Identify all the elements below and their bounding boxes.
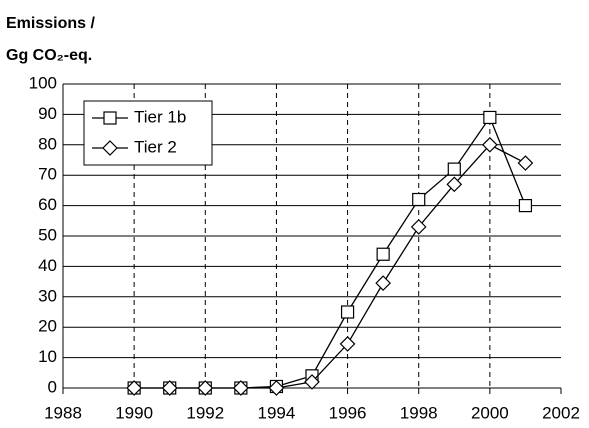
x-tick-label: 1988: [44, 403, 82, 422]
y-tick-label: 50: [38, 225, 57, 244]
point: [412, 192, 426, 207]
legend-label: Tier 2: [134, 137, 177, 156]
legend-marker: [103, 111, 117, 125]
y-tick-label: 40: [38, 256, 57, 275]
point: [376, 247, 390, 261]
title-line: Gg CO₂-eq.: [6, 47, 92, 64]
point: [161, 380, 178, 396]
x-tick-label: 2000: [471, 403, 509, 422]
y-tick-label: 90: [38, 104, 57, 123]
point: [339, 336, 356, 352]
point: [268, 380, 285, 396]
point: [410, 219, 427, 235]
x-tick-label: 1992: [186, 403, 224, 422]
y-tick-label: 60: [38, 195, 57, 214]
point: [375, 275, 391, 291]
point: [126, 380, 142, 396]
title-line: Emissions /: [6, 15, 95, 32]
point: [446, 176, 463, 193]
point: [233, 380, 249, 396]
point: [340, 305, 355, 319]
legend-label: Tier 1b: [134, 107, 186, 126]
x-tick-label: 1998: [400, 403, 438, 422]
y-tick-label: 100: [29, 73, 57, 92]
x-tick-label: 2002: [542, 403, 580, 422]
point: [482, 136, 498, 153]
x-tick-label: 1996: [329, 403, 367, 422]
y-tick-label: 80: [38, 134, 57, 153]
point: [304, 374, 320, 390]
y-tick-label: 20: [38, 317, 57, 336]
x-tick-label: 1990: [115, 403, 153, 422]
y-tick-label: 70: [38, 165, 57, 184]
y-tick-label: 0: [48, 377, 57, 396]
point: [447, 162, 461, 176]
point: [517, 155, 534, 171]
y-tick-label: 30: [38, 286, 57, 305]
legend-marker: [102, 140, 118, 156]
point: [483, 110, 497, 125]
x-tick-label: 1994: [258, 403, 296, 422]
point: [518, 199, 533, 213]
point: [197, 380, 214, 396]
y-tick-label: 10: [38, 347, 57, 366]
